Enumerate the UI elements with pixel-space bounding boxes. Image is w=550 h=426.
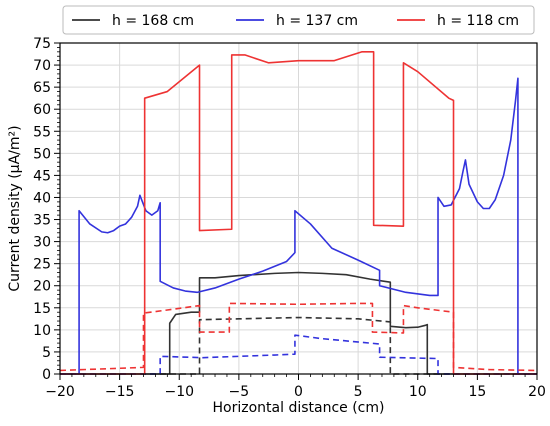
x-tick-label: 15 xyxy=(468,384,486,400)
legend-label: h = 137 cm xyxy=(276,13,358,29)
x-tick-label: −5 xyxy=(229,384,250,400)
legend: h = 168 cm h = 137 cm h = 118 cm xyxy=(62,5,535,35)
y-tick-label: 25 xyxy=(33,257,51,273)
y-tick-label: 35 xyxy=(33,213,51,229)
y-tick-label: 45 xyxy=(33,168,51,184)
y-tick-label: 65 xyxy=(33,80,51,96)
y-tick-label: 10 xyxy=(33,323,51,339)
x-tick-label: −10 xyxy=(164,384,194,400)
x-tick-label: 20 xyxy=(528,384,546,400)
y-tick-label: 55 xyxy=(33,124,51,140)
legend-label: h = 118 cm xyxy=(437,13,519,29)
y-axis-label: Current density (µA/m²) xyxy=(7,125,23,291)
x-tick-label: −20 xyxy=(45,384,75,400)
x-tick-label: 10 xyxy=(409,384,427,400)
series-line-4 xyxy=(60,51,537,375)
x-tick-label: 0 xyxy=(294,384,303,400)
grid-lines xyxy=(59,42,538,375)
y-tick-label: 70 xyxy=(33,58,51,74)
y-tick-label: 15 xyxy=(33,301,51,317)
series-layer xyxy=(59,51,538,375)
series-line-3 xyxy=(60,334,537,375)
series-line-0 xyxy=(60,271,537,375)
x-tick-label: −15 xyxy=(105,384,135,400)
axis-ticks: −20 −15 −10 −5 0 5 10 15 20 0 5 10 15 20 25 30 35 40 45 50 5… xyxy=(33,36,546,400)
legend-label: h = 168 cm xyxy=(112,13,194,29)
y-tick-label: 60 xyxy=(33,102,51,118)
x-axis-label: Horizontal distance (cm) xyxy=(213,400,385,416)
x-tick-label: 5 xyxy=(354,384,363,400)
y-tick-label: 75 xyxy=(33,36,51,52)
y-tick-label: 20 xyxy=(33,279,51,295)
legend-box xyxy=(62,5,535,35)
y-tick-label: 40 xyxy=(33,190,51,206)
series-line-1 xyxy=(60,316,537,375)
y-tick-label: 30 xyxy=(33,235,51,251)
series-line-2 xyxy=(60,77,537,375)
y-tick-label: 5 xyxy=(42,345,51,361)
y-tick-label: 0 xyxy=(42,367,51,383)
y-tick-label: 50 xyxy=(33,146,51,162)
series-line-5 xyxy=(59,302,538,372)
